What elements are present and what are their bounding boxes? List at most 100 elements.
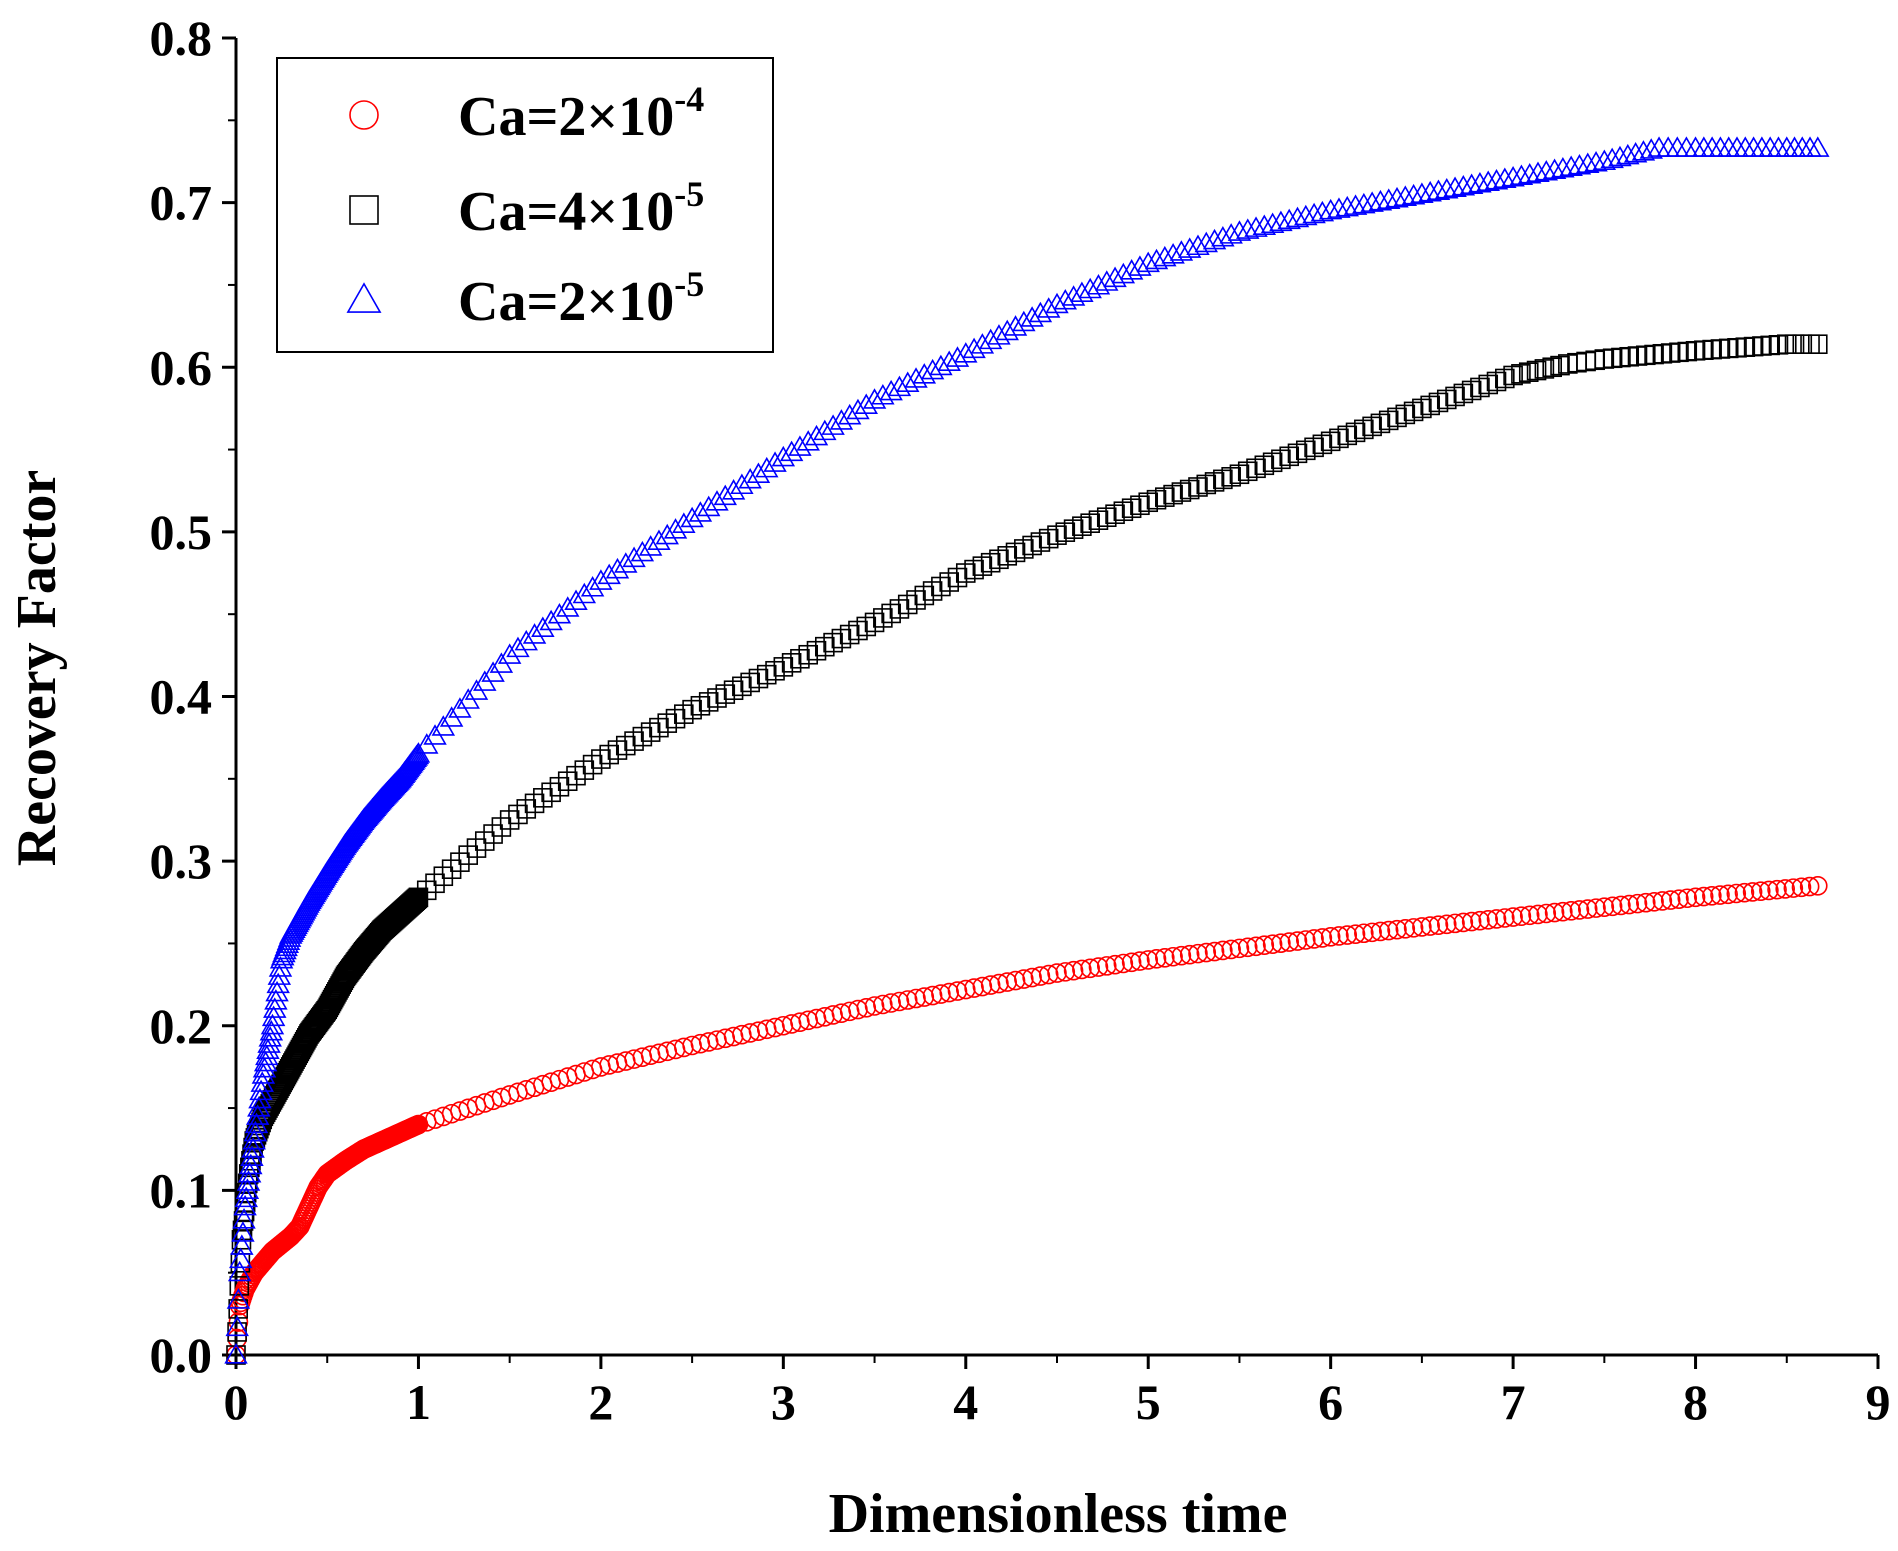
data-point — [1616, 143, 1640, 165]
legend-box — [276, 57, 774, 353]
data-point — [1047, 963, 1067, 983]
data-point — [912, 363, 937, 384]
data-point — [879, 379, 903, 401]
data-point — [914, 987, 935, 1007]
data-point — [1470, 910, 1490, 931]
data-point — [931, 984, 951, 1004]
data-point — [1799, 876, 1820, 897]
y-tick-label: 0.0 — [150, 1327, 213, 1383]
data-point — [233, 1194, 257, 1216]
data-point — [229, 1247, 253, 1269]
data-point — [906, 988, 926, 1009]
data-point — [1734, 882, 1755, 903]
data-point — [821, 414, 845, 435]
data-point — [1103, 266, 1127, 288]
data-point — [514, 629, 538, 651]
data-point — [1279, 932, 1300, 952]
y-axis-title: Recovery Factor — [6, 470, 68, 866]
data-point — [696, 495, 721, 517]
data-point — [937, 350, 961, 372]
x-tick-label: 6 — [1318, 1374, 1343, 1430]
data-point — [1153, 245, 1177, 267]
data-point — [250, 1071, 274, 1092]
data-point — [881, 993, 901, 1013]
x-tick-label: 7 — [1501, 1374, 1526, 1430]
data-point — [265, 980, 289, 1002]
data-point — [1186, 234, 1210, 256]
data-point — [1260, 212, 1285, 234]
data-point — [995, 319, 1019, 341]
data-point — [531, 616, 555, 637]
data-point — [264, 989, 288, 1010]
data-point — [1327, 197, 1351, 218]
data-point — [1196, 942, 1217, 963]
data-point — [224, 1343, 248, 1364]
y-tick-label: 0.6 — [150, 339, 213, 395]
data-point — [260, 1013, 285, 1035]
data-point — [228, 1312, 249, 1332]
data-point — [1236, 218, 1260, 239]
data-point — [1726, 883, 1747, 904]
data-point — [249, 1079, 273, 1101]
data-point — [252, 1057, 277, 1078]
data-point — [1061, 285, 1086, 306]
data-point — [1063, 960, 1084, 981]
y-tick-label: 0.1 — [150, 1162, 213, 1218]
data-point — [1750, 881, 1771, 901]
data-point — [1451, 174, 1476, 196]
data-point — [788, 435, 812, 456]
data-point — [1271, 933, 1291, 953]
data-point — [1055, 962, 1076, 982]
x-tick-label: 9 — [1866, 1374, 1891, 1430]
data-point — [1435, 177, 1459, 199]
data-point — [1070, 281, 1094, 303]
data-point — [225, 1315, 249, 1337]
legend-item: Ca=4×10-5 — [349, 174, 704, 243]
data-point — [972, 976, 993, 997]
x-axis-title: Dimensionless time — [829, 1483, 1288, 1545]
data-point — [978, 328, 1003, 350]
data-point — [261, 1005, 286, 1027]
data-point — [897, 990, 918, 1010]
data-point — [1045, 292, 1069, 314]
data-point — [730, 473, 754, 495]
data-point — [257, 1032, 281, 1053]
data-point — [1229, 938, 1250, 959]
data-point — [1561, 901, 1581, 921]
y-axis: 0.0 0.1 0.2 0.3 0.4 0.5 0.6 0.7 0.8 — [150, 10, 236, 1383]
data-point — [247, 1096, 271, 1117]
data-point — [779, 440, 804, 462]
data-point — [1767, 879, 1787, 900]
data-point — [251, 1063, 276, 1084]
data-point — [1526, 161, 1550, 183]
data-point — [1501, 165, 1525, 187]
data-point — [241, 1137, 265, 1158]
data-point — [243, 1120, 268, 1142]
data-point — [1244, 216, 1268, 237]
data-point — [1484, 168, 1509, 190]
legend-label: Ca=2×10-4 — [458, 79, 704, 148]
data-point — [253, 1050, 278, 1072]
data-point — [1252, 214, 1277, 235]
data-point — [1188, 943, 1208, 964]
data-point — [1551, 156, 1575, 178]
data-point — [1627, 893, 1648, 914]
data-point — [1277, 208, 1301, 230]
data-point — [889, 991, 910, 1012]
data-point — [597, 563, 621, 585]
data-point — [1536, 903, 1557, 924]
data-point — [1509, 164, 1534, 185]
data-point — [1318, 198, 1343, 220]
data-point — [1635, 892, 1656, 913]
data-point — [1005, 970, 1026, 991]
data-point — [864, 996, 885, 1016]
data-point — [1144, 248, 1169, 270]
data-point — [1213, 940, 1233, 961]
data-point — [1807, 876, 1828, 896]
data-point — [1518, 362, 1539, 382]
data-point — [1312, 928, 1333, 948]
data-point — [1237, 937, 1258, 958]
data-point — [1086, 274, 1111, 295]
data-point — [755, 456, 779, 478]
data-point — [522, 623, 547, 644]
